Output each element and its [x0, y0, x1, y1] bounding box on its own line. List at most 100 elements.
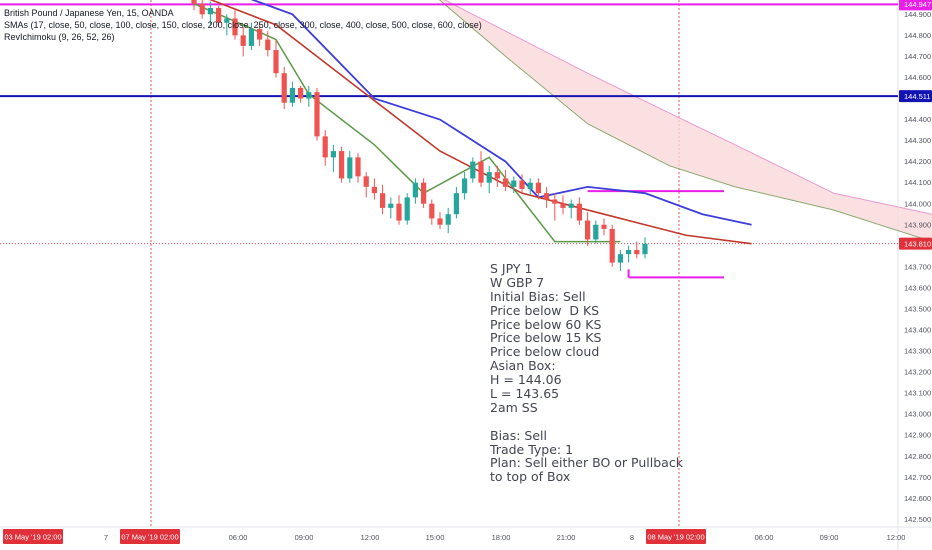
candle-body: [191, 0, 197, 4]
candle-body: [224, 18, 230, 23]
price-tick-label: 144.800: [904, 31, 931, 40]
horizontal-lines: [0, 3, 898, 279]
time-tick-label: 15:00: [426, 533, 445, 542]
candle-body: [552, 199, 558, 204]
note-line: S JPY 1: [490, 261, 533, 276]
candle-body: [207, 8, 213, 15]
price-tick-label: 142.800: [904, 452, 931, 461]
time-tick-label: 12:00: [361, 533, 380, 542]
price-badge-label: 144.511: [904, 92, 931, 101]
time-axis[interactable]: 7 06:00 09:00 12:00 15:00 18:00 21:00 8 06:00 09:…: [3, 529, 905, 544]
candle-body: [322, 136, 328, 158]
price-tick-label: 143.000: [904, 410, 931, 419]
price-badge: [899, 0, 932, 11]
candle-body: [396, 203, 402, 221]
price-tick-label: 144.200: [904, 157, 931, 166]
candle-body: [585, 220, 591, 240]
candle-body: [642, 243, 648, 255]
candle-body: [380, 193, 386, 208]
candle-body: [593, 224, 599, 240]
candle-body: [232, 18, 238, 36]
candle-body: [273, 50, 279, 74]
price-tick-label: 144.000: [904, 199, 931, 208]
candle-body: [634, 249, 640, 255]
price-tick-label: 143.400: [904, 326, 931, 335]
candle-body: [355, 157, 361, 177]
candle-body: [601, 224, 607, 229]
price-tick-label: 144.700: [904, 52, 931, 61]
legend-ichimoku[interactable]: RevIchimoku (9, 26, 52, 26): [4, 32, 115, 42]
note-line: H = 144.06: [490, 372, 562, 388]
candle-body: [462, 178, 468, 194]
candle-body: [453, 193, 459, 215]
candle-body: [527, 182, 533, 189]
candle-body: [617, 254, 623, 263]
date-badge-label: 03 May '19 02:00: [4, 533, 61, 542]
candle-body: [437, 218, 443, 225]
candle-body: [470, 161, 476, 179]
note-line: Initial Bias: Sell: [490, 288, 586, 304]
time-tick-label: 06:00: [229, 533, 248, 542]
price-tick-label: 144.400: [904, 115, 931, 124]
price-tick-label: 143.100: [904, 389, 931, 398]
date-badge-label: 08 May '19 02:00: [647, 533, 704, 542]
price-tick-label: 142.900: [904, 431, 931, 440]
note-line: Plan: Sell either BO or Pullback: [490, 455, 683, 471]
price-tick-label: 143.200: [904, 368, 931, 377]
candle-body: [281, 73, 287, 103]
candle-body: [544, 193, 550, 200]
candle-body: [568, 203, 574, 208]
note-line: Price below 60 KS: [490, 316, 602, 332]
candle-body: [314, 92, 320, 137]
candle-body: [429, 203, 435, 219]
candle-body: [298, 87, 304, 99]
candle-body: [265, 39, 271, 51]
price-tick-label: 144.600: [904, 73, 931, 82]
legend-sma[interactable]: SMAs (17, close, 50, close, 100, close, …: [4, 20, 482, 30]
note-line: Price below D KS: [490, 302, 600, 318]
note-line: Bias: Sell: [490, 427, 547, 443]
candles: [191, 0, 648, 272]
price-badge-label: 144.947: [904, 0, 931, 9]
candle-body: [257, 29, 263, 40]
candle-body: [248, 29, 254, 46]
note-line: W GBP 7: [490, 274, 545, 290]
note-line: to top of Box: [490, 469, 571, 485]
price-tick-label: 143.600: [904, 283, 931, 292]
price-axis[interactable]: 144.900144.800144.700144.600144.500144.4…: [899, 0, 932, 524]
candle-body: [404, 197, 410, 221]
price-tick-label: 143.500: [904, 304, 931, 313]
candle-body: [486, 172, 492, 183]
candle-body: [494, 172, 500, 179]
note-line: Price below cloud: [490, 344, 600, 360]
time-tick-label: 06:00: [755, 533, 774, 542]
candle-body: [347, 157, 353, 179]
time-tick-label: 12:00: [887, 533, 906, 542]
note-line: Asian Box:: [490, 358, 556, 374]
candle-body: [371, 186, 377, 194]
cloud-span-a: [443, 0, 932, 215]
date-badge: [646, 529, 706, 544]
note-line: L = 143.65: [490, 386, 560, 402]
price-tick-label: 142.700: [904, 473, 931, 482]
chikou-line: [193, 3, 621, 243]
candle-body: [560, 203, 566, 208]
candle-body: [240, 35, 246, 46]
candle-body: [216, 8, 222, 23]
candle-body: [339, 151, 345, 179]
note-line: Price below 15 KS: [490, 330, 602, 346]
price-badge-label: 143.810: [904, 239, 931, 248]
ichimoku-cloud: [438, 0, 932, 243]
price-tick-label: 144.100: [904, 178, 931, 187]
candle-body: [535, 182, 541, 194]
legend-symbol[interactable]: British Pound / Japanese Yen, 15, OANDA: [4, 8, 174, 18]
candle-body: [412, 182, 418, 198]
date-badge: [120, 529, 180, 544]
candle-body: [445, 214, 451, 225]
note-line: [490, 415, 683, 429]
cloud-span-b: [438, 0, 932, 243]
price-tick-label: 143.900: [904, 220, 931, 229]
cloud-fill: [439, 0, 932, 242]
